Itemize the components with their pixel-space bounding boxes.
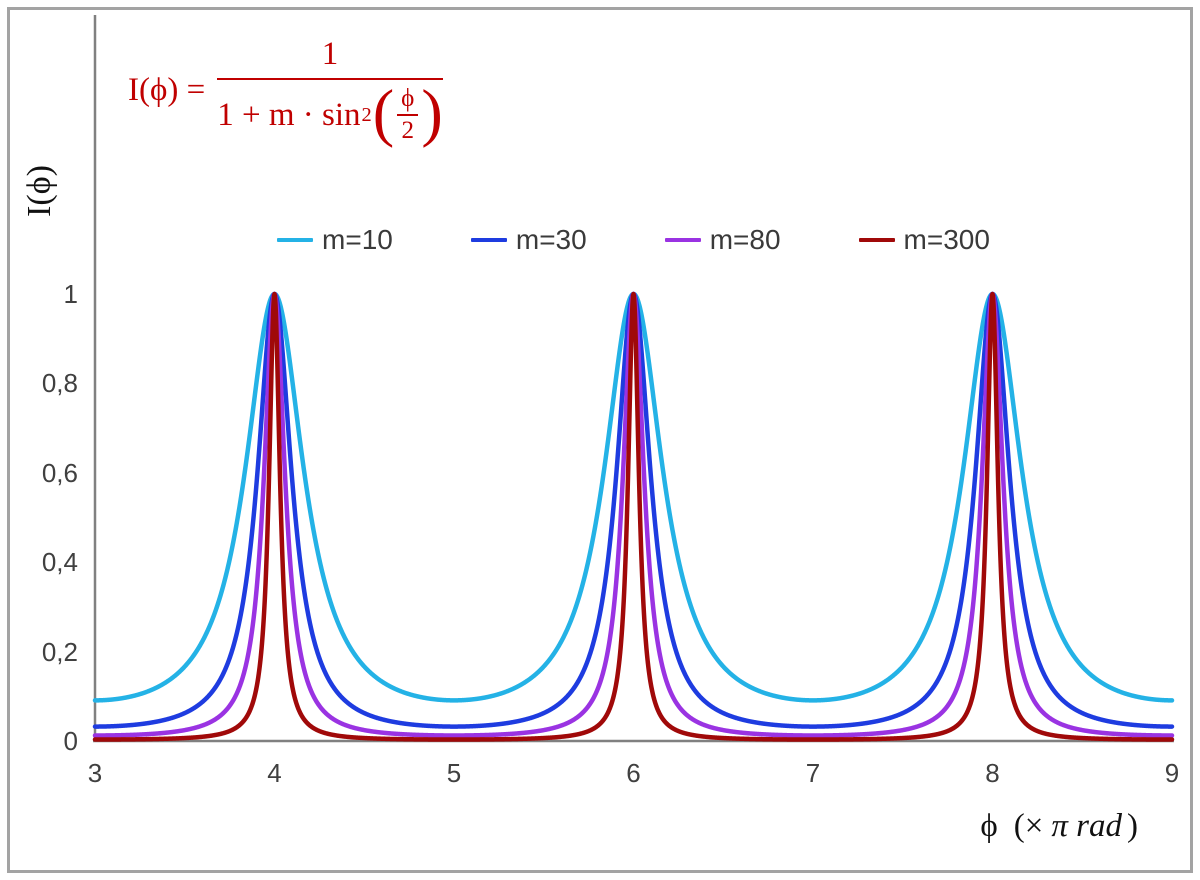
series-line-m-80 bbox=[92, 291, 1175, 738]
x-axis-title-close: ) bbox=[1127, 808, 1138, 844]
x-tick-label: 9 bbox=[1164, 758, 1180, 788]
x-tick-label: 4 bbox=[267, 758, 282, 788]
formula-lhs: I(ϕ) = bbox=[128, 72, 206, 108]
formula-inner-fraction: ϕ 2 bbox=[397, 85, 419, 145]
y-tick-label: 0,8 bbox=[41, 368, 78, 399]
legend-label: m=80 bbox=[709, 224, 781, 255]
x-axis-title: ϕ (× π rad ) bbox=[980, 808, 1138, 845]
inner-denominator: 2 bbox=[401, 117, 415, 144]
formula: I(ϕ) = 1 1 + m · sin 2 ( ϕ 2 ) bbox=[128, 36, 443, 145]
open-paren: ( bbox=[372, 77, 395, 149]
y-tick-label: 0 bbox=[63, 726, 78, 756]
legend-item: m=300 bbox=[858, 224, 990, 256]
legend-label: m=10 bbox=[322, 224, 393, 255]
legend-swatch bbox=[858, 237, 895, 243]
formula-exponent: 2 bbox=[361, 103, 372, 126]
x-tick-label: 7 bbox=[805, 758, 821, 788]
legend-item: m=30 bbox=[470, 224, 587, 256]
formula-denominator: 1 + m · sin 2 ( ϕ 2 ) bbox=[217, 80, 443, 145]
legend-swatch bbox=[470, 237, 507, 243]
legend-label: m=30 bbox=[515, 224, 587, 255]
formula-denominator-text: 1 + m · sin bbox=[217, 96, 361, 133]
x-axis-title-phi: ϕ bbox=[980, 808, 998, 844]
formula-fraction: 1 1 + m · sin 2 ( ϕ 2 ) bbox=[217, 36, 443, 145]
y-tick-label: 0,4 bbox=[41, 547, 78, 578]
y-tick-label: 0,2 bbox=[41, 636, 78, 667]
legend: m=10 m=30 m=80 m=300 bbox=[95, 220, 1172, 260]
x-tick-label: 5 bbox=[446, 758, 462, 788]
close-paren: ) bbox=[421, 77, 443, 149]
legend-label: m=300 bbox=[903, 224, 990, 255]
legend-item: m=10 bbox=[277, 224, 393, 256]
series-line-m-300 bbox=[92, 291, 1175, 742]
x-tick-label: 8 bbox=[985, 758, 1000, 788]
y-tick-label: 1 bbox=[63, 279, 78, 309]
formula-numerator: 1 bbox=[217, 36, 443, 80]
inner-numerator: ϕ bbox=[397, 85, 419, 116]
x-axis-title-unit: π rad bbox=[1051, 808, 1122, 844]
legend-swatch bbox=[664, 237, 701, 243]
y-axis-title: I(ϕ) bbox=[21, 165, 58, 217]
x-axis-title-open: (× bbox=[1013, 808, 1044, 844]
series-line-m-30 bbox=[92, 291, 1175, 729]
x-tick-label: 6 bbox=[626, 758, 641, 788]
legend-item: m=80 bbox=[664, 224, 781, 256]
legend-swatch bbox=[277, 237, 314, 243]
x-tick-label: 3 bbox=[87, 758, 103, 788]
y-tick-label: 0,6 bbox=[41, 457, 78, 488]
